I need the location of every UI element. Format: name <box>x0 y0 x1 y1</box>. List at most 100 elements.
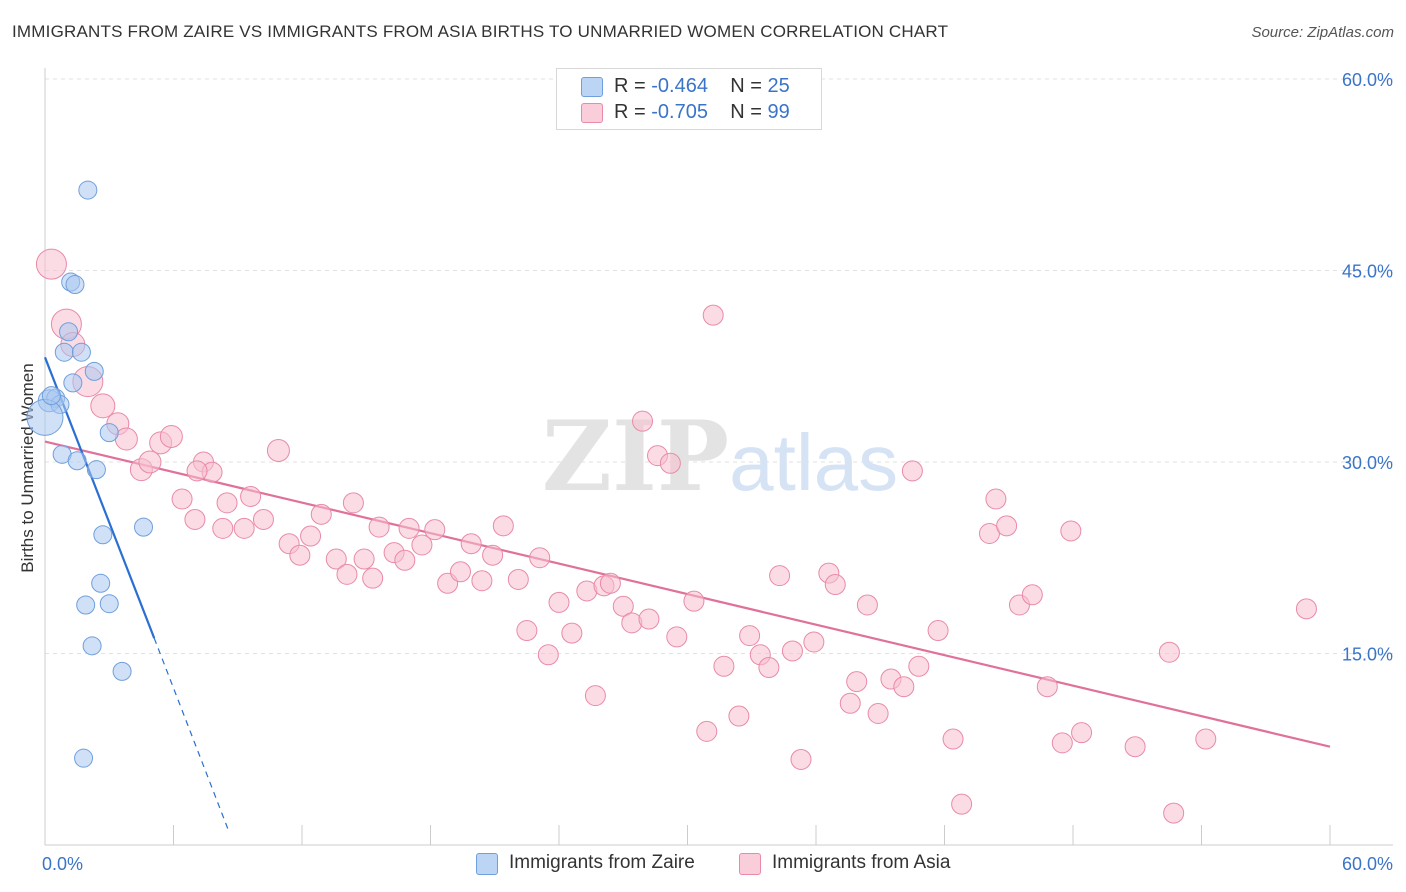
data-point-asia <box>839 692 861 714</box>
data-point-asia <box>482 544 504 566</box>
data-point-asia <box>537 644 559 666</box>
data-point-zaire <box>74 748 94 768</box>
y-tick-label: 30.0% <box>1342 453 1393 473</box>
data-point-asia <box>769 565 791 587</box>
tick-labels: 15.0% 30.0% 45.0% 60.0% 0.0% 60.0% <box>42 70 1393 874</box>
watermark: ZIPatlas <box>542 400 898 513</box>
bottom-legend-swatch-zaire <box>476 853 498 875</box>
data-point-asia <box>846 671 868 693</box>
legend-n-value-asia: 99 <box>767 101 790 123</box>
x-tick-label: 0.0% <box>42 854 83 874</box>
data-point-asia <box>516 620 538 642</box>
x-tick-label: 60.0% <box>1342 854 1393 874</box>
data-point-zaire <box>99 423 119 443</box>
data-point-zaire <box>76 595 96 615</box>
data-point-asia <box>186 460 208 482</box>
data-point-asia <box>424 519 446 541</box>
data-point-asia <box>867 703 889 725</box>
data-point-asia <box>507 568 529 590</box>
data-point-zaire <box>91 573 111 593</box>
data-point-asia <box>632 410 654 432</box>
data-point-asia <box>90 393 116 419</box>
data-point-asia <box>584 685 606 707</box>
data-point-asia <box>985 488 1007 510</box>
data-point-asia <box>1295 598 1317 620</box>
y-tick-label: 15.0% <box>1342 645 1393 665</box>
data-point-asia <box>336 563 358 585</box>
data-point-zaire <box>82 636 102 656</box>
data-point-asia <box>548 591 570 613</box>
data-point-asia <box>1163 802 1185 824</box>
data-point-asia <box>951 793 973 815</box>
data-point-asia <box>471 570 493 592</box>
data-point-zaire <box>26 398 64 436</box>
legend-swatch-asia <box>581 103 603 123</box>
data-point-asia <box>1060 520 1082 542</box>
bottom-legend-swatch-asia <box>739 853 761 875</box>
data-point-asia <box>289 544 311 566</box>
data-point-asia <box>683 590 705 612</box>
data-point-asia <box>728 705 750 727</box>
data-point-asia <box>893 676 915 698</box>
data-point-asia <box>942 728 964 750</box>
grid-lines <box>45 78 1393 654</box>
data-point-asia <box>599 572 621 594</box>
data-point-asia <box>114 427 138 451</box>
data-point-zaire <box>78 180 98 200</box>
data-point-zaire <box>54 342 74 362</box>
data-point-asia <box>460 533 482 555</box>
data-point-zaire <box>93 525 113 545</box>
data-point-asia <box>1158 641 1180 663</box>
data-point-asia <box>171 488 193 510</box>
data-point-asia <box>353 548 375 570</box>
data-point-zaire <box>59 322 79 342</box>
series-zaire-points <box>26 180 154 768</box>
data-point-asia <box>300 525 322 547</box>
data-point-asia <box>240 485 262 507</box>
data-point-asia <box>1195 728 1217 750</box>
data-point-asia <box>803 631 825 653</box>
legend-swatch-zaire <box>581 77 603 97</box>
data-point-asia <box>159 424 183 448</box>
data-point-zaire <box>41 386 61 406</box>
data-point-asia <box>901 460 923 482</box>
data-point-asia <box>666 626 688 648</box>
data-point-asia <box>398 517 420 539</box>
data-point-zaire <box>86 460 106 480</box>
axes <box>44 68 1393 846</box>
legend-n-label: N = <box>730 75 768 97</box>
data-point-asia <box>266 439 290 463</box>
data-point-asia <box>35 248 67 280</box>
data-point-asia <box>212 517 234 539</box>
data-point-asia <box>659 452 681 474</box>
data-point-asia <box>781 640 803 662</box>
data-point-zaire <box>99 594 119 614</box>
data-point-asia <box>492 515 514 537</box>
data-point-asia <box>621 612 643 634</box>
series-asia-points <box>35 248 1317 824</box>
data-point-asia <box>790 748 812 770</box>
data-point-asia <box>342 492 364 514</box>
data-point-zaire <box>67 451 87 471</box>
data-point-asia <box>310 503 332 525</box>
data-point-zaire <box>65 275 85 295</box>
data-point-asia <box>824 574 846 596</box>
legend-n-label: N = <box>730 101 768 123</box>
data-point-asia <box>252 508 274 530</box>
bottom-legend-label-zaire: Immigrants from Zaire <box>509 852 695 873</box>
data-point-asia <box>927 620 949 642</box>
correlation-legend: R = -0.464 N = 25 R = -0.705 N = 99 <box>556 68 822 130</box>
data-point-asia <box>856 594 878 616</box>
legend-r-value-asia: -0.705 <box>651 101 708 123</box>
bottom-legend-label-asia: Immigrants from Asia <box>772 852 951 873</box>
data-point-zaire <box>71 342 91 362</box>
data-point-zaire <box>84 361 104 381</box>
legend-r-label: R = <box>614 101 652 123</box>
data-point-asia <box>325 548 347 570</box>
chart-title: IMMIGRANTS FROM ZAIRE VS IMMIGRANTS FROM… <box>12 22 949 41</box>
data-point-asia <box>702 304 724 326</box>
trendline-zaire-extension <box>153 637 230 833</box>
data-point-asia <box>529 547 551 569</box>
data-point-asia <box>411 534 433 556</box>
